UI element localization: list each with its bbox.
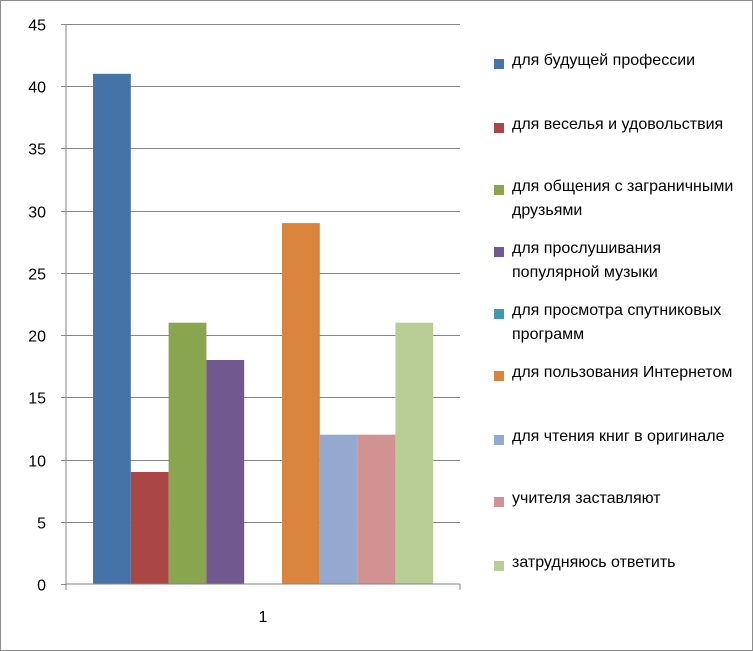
bar: [319, 434, 358, 584]
legend-label: для просмотра спутниковых программ: [512, 302, 722, 343]
y-tick-label: 40: [28, 80, 46, 97]
legend-swatch: [494, 561, 504, 571]
bar: [282, 223, 320, 584]
y-tick-label: 45: [28, 18, 46, 35]
y-tick-label: 35: [28, 142, 46, 159]
bar: [93, 73, 131, 585]
legend-label: затрудняюсь ответить: [512, 554, 676, 571]
legend-swatch: [494, 123, 504, 133]
bars: [93, 73, 434, 585]
legend-swatch: [494, 435, 504, 445]
legend-swatch: [494, 185, 504, 195]
legend-swatch: [494, 309, 504, 319]
legend-label: для пользования Интернетом: [512, 364, 733, 381]
bar: [357, 434, 396, 584]
legend-swatch: [494, 371, 504, 381]
bar: [168, 322, 207, 584]
legend-label: для общения с заграничными друзьями: [512, 178, 734, 219]
y-tick-label: 20: [28, 329, 46, 346]
axes: [65, 24, 460, 585]
bar: [395, 322, 434, 584]
legend-swatch: [494, 247, 504, 257]
legend-label: для веселья и удовольствия: [512, 116, 724, 133]
y-tick-label: 15: [28, 391, 46, 408]
x-tick-label: 1: [259, 609, 268, 626]
legend-swatch: [494, 497, 504, 507]
y-tick-label: 5: [37, 516, 46, 533]
legend-label: для прослушивания популярной музыки: [512, 240, 662, 281]
y-tick-label: 10: [28, 454, 46, 471]
legend-swatch: [494, 59, 504, 69]
bar: [130, 472, 169, 584]
y-tick-label: 25: [28, 267, 46, 284]
y-tick-label: 30: [28, 205, 46, 222]
y-tick-label: 0: [37, 578, 46, 595]
legend-label: для будущей профессии: [512, 52, 696, 69]
bar: [206, 360, 245, 584]
legend-label: для чтения книг в оригинале: [512, 428, 725, 445]
legend-label: учителя заставляют: [512, 490, 661, 507]
y-tick-labels: 0 5 10 15 20 25 30 35 40 45: [28, 18, 461, 595]
